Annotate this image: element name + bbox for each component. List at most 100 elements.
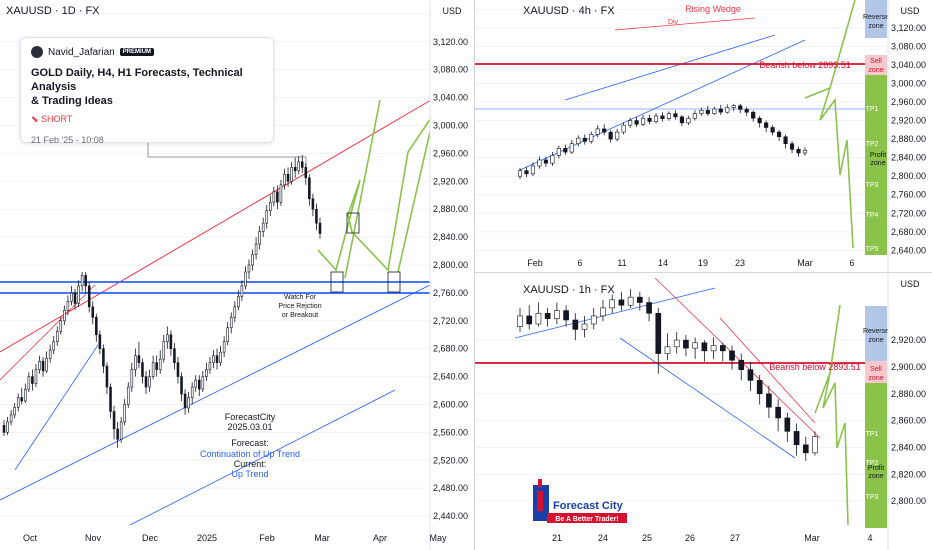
price-tick-label: 2,800.00 bbox=[891, 171, 926, 181]
projection-path-1 bbox=[317, 111, 436, 272]
candle-body bbox=[34, 369, 38, 384]
left-blue-trend bbox=[14, 344, 99, 471]
candle bbox=[233, 301, 237, 323]
candle-body bbox=[212, 355, 215, 363]
candle-body bbox=[637, 296, 643, 303]
h4-chart[interactable]: Rising Wedge Div Bearish below 2893.51 R… bbox=[475, 0, 932, 272]
candle-body bbox=[286, 174, 290, 182]
idea-card[interactable]: Navid_Jafarian PREMIUM GOLD Daily, H4, H… bbox=[20, 37, 274, 145]
candle bbox=[41, 357, 45, 377]
price-tick-label: 2,880.00 bbox=[891, 389, 926, 399]
price-tick-label: 2,920.00 bbox=[891, 116, 926, 126]
daily-chart[interactable]: TP5TP4TP3TP2TP1ProfitzoneBuyzone Watch F… bbox=[0, 0, 474, 550]
candle bbox=[543, 156, 548, 167]
price-tick-label: 2,800.00 bbox=[891, 496, 926, 506]
candle bbox=[130, 362, 134, 392]
sell-label: Sell bbox=[870, 366, 882, 373]
candle bbox=[84, 271, 87, 293]
panel-divider-vertical[interactable] bbox=[474, 0, 475, 550]
forecast-line-5: Current: bbox=[234, 459, 267, 469]
price-tick-label: 2,920.00 bbox=[891, 335, 926, 345]
candle-body bbox=[27, 376, 31, 390]
candle-body bbox=[95, 317, 98, 336]
price-tick-label: 2,520.00 bbox=[433, 455, 468, 465]
candle-body bbox=[308, 177, 311, 200]
candle bbox=[155, 355, 158, 377]
candle bbox=[166, 326, 169, 349]
h4-chart-panel[interactable]: Rising Wedge Div Bearish below 2893.51 R… bbox=[475, 0, 932, 272]
price-tick-label: 2,760.00 bbox=[891, 190, 926, 200]
candle bbox=[247, 259, 251, 279]
candle-body bbox=[272, 191, 276, 203]
candle bbox=[286, 167, 290, 187]
panel-divider-horizontal[interactable] bbox=[475, 272, 932, 273]
candle bbox=[180, 372, 183, 401]
lower-parallel-line bbox=[129, 389, 396, 526]
candle bbox=[16, 393, 20, 412]
candle-body bbox=[148, 376, 151, 388]
candle bbox=[640, 114, 646, 127]
time-tick-label: 14 bbox=[658, 258, 668, 268]
candle-body bbox=[572, 319, 579, 330]
candle-body bbox=[517, 170, 523, 177]
candle-body bbox=[290, 167, 293, 182]
h1-chart-panel[interactable]: Bearish below 2893.51 Reverse zone Sell zon… bbox=[475, 273, 932, 550]
candle-body bbox=[6, 421, 9, 433]
candle-body bbox=[692, 342, 698, 349]
candle-body bbox=[602, 128, 607, 133]
candle-body bbox=[653, 115, 659, 122]
candle-body bbox=[524, 170, 529, 175]
candle bbox=[563, 305, 569, 327]
candle bbox=[784, 412, 791, 443]
price-tick-label: 2,880.00 bbox=[433, 204, 468, 214]
profit-label: zone bbox=[868, 473, 883, 480]
candle bbox=[569, 140, 574, 154]
upper-channel-line bbox=[0, 85, 456, 353]
candle-body bbox=[550, 155, 555, 164]
candle bbox=[144, 371, 148, 395]
candle-body bbox=[535, 312, 542, 325]
candle bbox=[618, 291, 625, 311]
candle bbox=[66, 295, 70, 316]
candle bbox=[304, 163, 308, 185]
h1-chart[interactable]: Bearish below 2893.51 Reverse zone Sell zon… bbox=[475, 273, 932, 550]
candle-body bbox=[119, 421, 123, 440]
price-tick-label: 3,120.00 bbox=[433, 37, 468, 47]
candle-body bbox=[208, 362, 212, 370]
candle bbox=[279, 179, 283, 206]
candle bbox=[13, 403, 16, 419]
candle bbox=[229, 312, 233, 334]
candle bbox=[20, 387, 24, 405]
candle-body bbox=[84, 275, 87, 287]
tp-label: TP1 bbox=[866, 106, 879, 113]
candle-body bbox=[738, 105, 743, 110]
author-name[interactable]: Navid_Jafarian bbox=[48, 46, 115, 58]
wedge-lower-line bbox=[519, 39, 806, 171]
currency-label: USD bbox=[442, 6, 462, 16]
time-tick-label: 26 bbox=[685, 533, 695, 543]
div-label: Div bbox=[668, 19, 679, 26]
candle bbox=[77, 280, 80, 307]
candle bbox=[609, 294, 616, 314]
candle bbox=[764, 120, 769, 133]
candle-body bbox=[38, 360, 41, 370]
projection-path bbox=[804, 86, 854, 249]
candle bbox=[45, 351, 48, 374]
candle bbox=[517, 307, 523, 333]
daily-chart-panel[interactable]: TP5TP4TP3TP2TP1ProfitzoneBuyzone Watch F… bbox=[0, 0, 474, 550]
candle-body bbox=[48, 349, 52, 359]
candle-body bbox=[254, 243, 258, 255]
candle-body bbox=[526, 315, 533, 325]
watch-line-3: or Breakout bbox=[282, 312, 318, 319]
candle-body bbox=[725, 107, 730, 113]
candle bbox=[646, 297, 652, 322]
candle-body bbox=[187, 397, 190, 409]
price-tick-label: 2,860.00 bbox=[891, 416, 926, 426]
candle bbox=[600, 299, 606, 322]
price-tick-label: 2,720.00 bbox=[433, 316, 468, 326]
candle-body bbox=[710, 345, 717, 352]
candle-body bbox=[537, 159, 542, 167]
candle bbox=[793, 423, 800, 456]
candle bbox=[208, 357, 212, 374]
candle bbox=[237, 290, 240, 311]
